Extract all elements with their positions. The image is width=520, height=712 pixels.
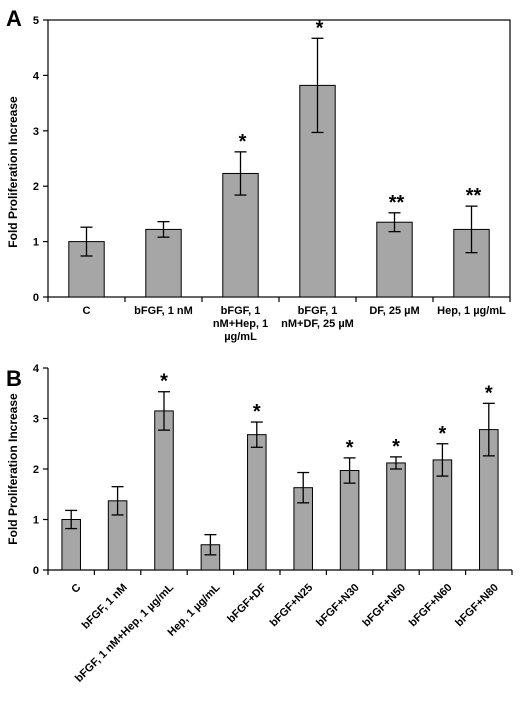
panel-b-category-label: bFGF+DF	[225, 581, 269, 625]
panel-b-bar	[339, 470, 360, 571]
panel-b-category-label: bFGF, 1 nM	[80, 582, 130, 632]
panel-b-significance-marker: *	[346, 437, 354, 459]
panel-b-y-tick-label: 0	[33, 565, 39, 577]
panel-b-category-label: bFGF+N50	[361, 582, 409, 630]
panel-b-category-label: C	[69, 582, 83, 596]
panel-a-letter: A	[6, 6, 22, 31]
panel-b-category-label: bFGF+N60	[407, 582, 455, 630]
panel-a-y-tick-label: 4	[33, 70, 40, 82]
panel-a-category-label: bFGF, 1 nM+Hep, 1 µg/mL	[213, 305, 268, 343]
panel-a-category-label: bFGF, 1 nM+DF, 25 µM	[281, 305, 354, 330]
panel-a-category-label: bFGF, 1 nM	[134, 305, 193, 317]
panel-b-significance-marker: *	[439, 423, 447, 445]
panel-b-y-tick-label: 3	[33, 414, 39, 426]
panel-b-category-label: bFGF+N25	[268, 582, 316, 630]
panel-b-y-axis-title: Fold Proliferation Increase	[6, 393, 20, 545]
panel-a-significance-marker: **	[389, 192, 405, 214]
panel-b-significance-marker: *	[485, 382, 493, 404]
panel-b-y-tick-label: 2	[33, 464, 39, 476]
panel-a-significance-marker: *	[239, 131, 247, 153]
panel-a-significance-marker: *	[316, 17, 324, 39]
panel-a-bar	[376, 221, 413, 298]
panel-a-y-tick-label: 1	[33, 237, 39, 249]
panel-b-y-tick-label: 1	[33, 515, 39, 527]
panel-a-y-tick-label: 0	[33, 292, 39, 304]
panel-a-y-tick-label: 5	[33, 15, 39, 27]
panel-b-category-label: bFGF+N80	[453, 582, 501, 630]
panel-b-significance-marker: *	[392, 436, 400, 458]
panel-a-category-label: C	[83, 305, 91, 317]
panel-b-letter: B	[6, 366, 22, 391]
panel-b-bar	[386, 462, 406, 571]
panel-a-y-tick-label: 3	[33, 126, 39, 138]
panel-b-significance-marker: *	[160, 371, 168, 393]
panel-a-significance-marker: **	[466, 185, 482, 207]
panel-b-y-tick-label: 4	[33, 363, 40, 375]
panel-b-bar	[247, 434, 267, 571]
panel-b-category-label: bFGF+N30	[314, 582, 362, 630]
panel-a-y-tick-label: 2	[33, 181, 39, 193]
panel-a-y-axis-title: Fold Proliferation Increase	[6, 96, 20, 248]
panel-b-bar	[154, 410, 174, 571]
panel-a-bar	[68, 241, 105, 298]
panel-b-category-label: bFGF, 1 nM+Hep, 1 µg/mL	[73, 581, 176, 684]
panel-a-plot-frame	[47, 19, 511, 298]
panel-a-category-label: DF, 25 µM	[369, 305, 419, 317]
panel-a-bar	[145, 228, 182, 298]
panel-b-significance-marker: *	[253, 401, 261, 423]
panel-a-category-label: Hep, 1 µg/mL	[437, 305, 506, 317]
